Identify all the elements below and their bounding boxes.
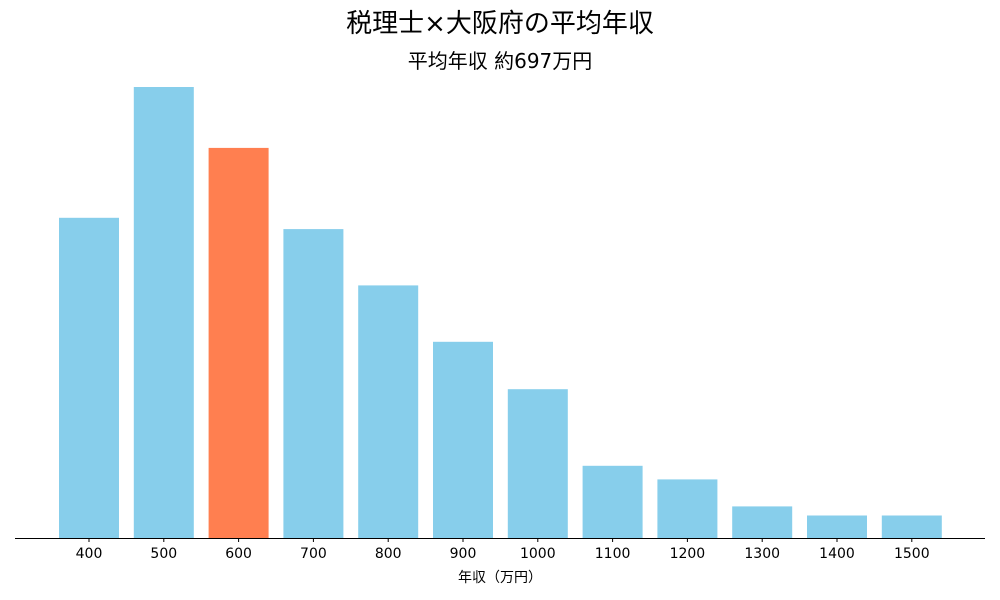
bar-1000 [507, 389, 568, 538]
x-tick-label-1100: 1100 [595, 546, 631, 562]
chart-title: 税理士×大阪府の平均年収 [346, 9, 654, 39]
bar-1400 [807, 515, 867, 539]
bar-1500 [881, 515, 942, 539]
x-tick-label-1500: 1500 [894, 546, 930, 562]
bar-400 [59, 217, 119, 539]
bar-600 [208, 147, 269, 538]
bar-1200 [657, 479, 718, 538]
bar-1300 [732, 506, 793, 538]
bar-700 [283, 229, 344, 538]
x-tick-label-1200: 1200 [670, 546, 706, 562]
x-tick-label-1400: 1400 [819, 546, 855, 562]
x-tick-label-1000: 1000 [520, 546, 556, 562]
x-tick-label-700: 700 [300, 546, 327, 562]
x-tick-label-800: 800 [375, 546, 402, 562]
x-axis-label: 年収（万円） [458, 570, 542, 586]
x-ticks-layer: 400 500 600 700 800 900 1000 1100 1200 1300 1400 15… [76, 538, 930, 562]
bar-1100 [582, 465, 643, 538]
bar-900 [433, 341, 493, 538]
x-tick-label-900: 900 [450, 546, 477, 562]
chart-subtitle: 平均年収 約697万円 [407, 49, 593, 73]
bar-500 [133, 87, 194, 538]
x-tick-label-1300: 1300 [744, 546, 780, 562]
x-tick-label-600: 600 [225, 546, 252, 562]
x-tick-label-400: 400 [76, 546, 103, 562]
x-tick-label-500: 500 [150, 546, 177, 562]
bars-layer [59, 87, 942, 539]
bar-800 [358, 285, 419, 538]
